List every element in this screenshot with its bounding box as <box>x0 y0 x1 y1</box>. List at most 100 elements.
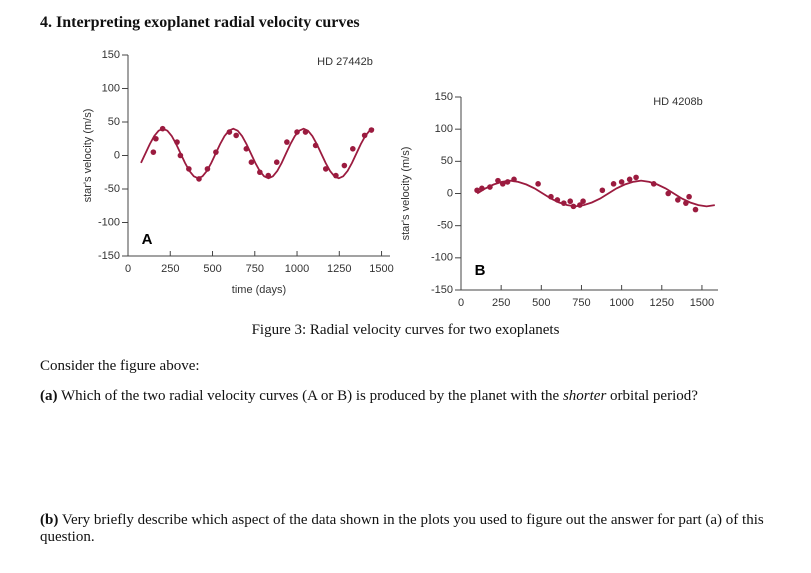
data-point <box>177 152 184 159</box>
y-tick-label: 150 <box>435 91 453 103</box>
x-tick-label: 1500 <box>369 263 393 275</box>
y-tick-label: 100 <box>102 82 120 94</box>
data-point <box>554 197 561 203</box>
x-tick-label: 1250 <box>650 297 674 309</box>
data-point <box>570 203 577 210</box>
curve <box>476 179 715 208</box>
y-tick-label: -100 <box>431 252 453 264</box>
x-tick-label: 750 <box>246 263 264 275</box>
data-point <box>294 129 300 135</box>
data-point <box>487 184 493 190</box>
data-point <box>273 159 280 165</box>
data-point <box>186 166 192 172</box>
data-point <box>618 179 625 185</box>
data-point <box>341 162 348 169</box>
data-point <box>610 181 617 187</box>
chart-title: HD 27442b <box>317 56 373 68</box>
y-tick-label: 0 <box>447 187 453 199</box>
data-point <box>213 149 219 155</box>
data-point <box>548 193 554 200</box>
data-point <box>196 176 202 182</box>
x-tick-label: 1000 <box>609 297 633 309</box>
y-tick-label: 50 <box>108 116 120 128</box>
data-point <box>599 187 606 194</box>
x-tick-label: 1500 <box>690 297 714 309</box>
x-tick-label: 500 <box>532 297 550 309</box>
y-tick-label: 0 <box>114 149 120 161</box>
data-point <box>633 174 639 181</box>
question-a: (a) Which of the two radial velocity cur… <box>40 388 770 405</box>
data-point <box>248 159 255 165</box>
emphasis: shorter <box>562 388 607 404</box>
x-tick-label: 1000 <box>285 263 309 275</box>
heading: 4. Interpreting exoplanet radial velocit… <box>40 14 360 31</box>
data-point <box>284 139 290 145</box>
x-tick-label: 0 <box>125 263 131 275</box>
x-tick-label: 500 <box>203 263 221 275</box>
data-point <box>665 190 672 197</box>
data-point <box>535 181 541 187</box>
text: Very briefly describe which aspect of th… <box>40 512 764 545</box>
data-point <box>626 176 633 183</box>
data-point <box>504 179 511 185</box>
data-point <box>361 132 368 139</box>
data-point <box>312 142 319 149</box>
data-point <box>511 176 517 183</box>
caption: Figure 3: Radial velocity curves for two… <box>251 322 560 338</box>
data-point <box>153 135 159 142</box>
data-point <box>499 181 506 187</box>
data-point <box>675 197 681 203</box>
data-point <box>350 146 356 152</box>
y-axis-label: star's velocity (m/s) <box>82 109 94 203</box>
data-point <box>226 129 233 135</box>
x-tick-label: 1250 <box>327 263 351 275</box>
y-tick-label: 150 <box>102 49 120 61</box>
data-point <box>150 149 157 155</box>
y-tick-label: -50 <box>437 220 453 232</box>
label: (b) <box>40 512 59 528</box>
data-point <box>322 166 329 172</box>
data-point <box>265 172 272 179</box>
chart-title: HD 4208b <box>653 96 703 108</box>
x-axis-label: time (days) <box>232 284 286 296</box>
y-axis-label: star's velocity (m/s) <box>400 147 412 241</box>
data-point <box>257 169 263 176</box>
data-point <box>650 181 657 187</box>
data-point <box>561 200 567 206</box>
data-point <box>368 127 375 133</box>
y-tick-label: -50 <box>104 183 120 195</box>
data-point <box>683 200 689 206</box>
x-tick-label: 0 <box>458 297 464 309</box>
question-b: (b) Very briefly describe which aspect o… <box>40 512 770 546</box>
x-tick-label: 250 <box>161 263 179 275</box>
y-tick-label: 50 <box>441 155 453 167</box>
data-point <box>495 177 501 184</box>
text: orbital period? <box>610 388 698 404</box>
y-tick-label: -100 <box>98 216 120 228</box>
data-point <box>479 185 485 192</box>
data-point <box>333 172 339 179</box>
intro: Consider the figure above: <box>40 358 200 374</box>
y-tick-label: 100 <box>435 123 453 135</box>
data-point <box>302 129 309 135</box>
x-tick-label: 250 <box>492 297 510 309</box>
panel-label: B <box>475 262 486 279</box>
data-point <box>233 132 239 139</box>
data-point <box>686 193 692 200</box>
label: (a) <box>40 388 58 404</box>
x-tick-label: 750 <box>572 297 590 309</box>
data-point <box>577 202 583 208</box>
data-point <box>243 146 250 152</box>
data-point <box>204 166 211 172</box>
data-point <box>174 139 180 145</box>
data-point <box>580 198 586 205</box>
data-point <box>474 187 480 194</box>
data-point <box>567 198 574 205</box>
y-tick-label: -150 <box>431 284 453 296</box>
data-point <box>159 125 166 132</box>
y-tick-label: -150 <box>98 250 120 262</box>
text: Which of the two radial velocity curves … <box>60 388 560 404</box>
panel-label: A <box>142 231 153 248</box>
